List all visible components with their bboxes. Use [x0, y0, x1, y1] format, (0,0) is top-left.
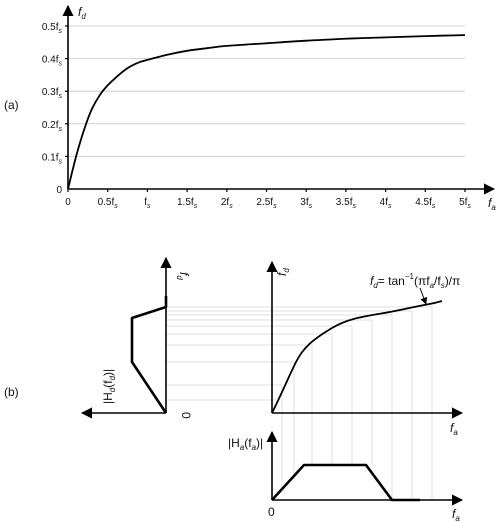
panel-a-tick-labels: 0 0.1fs 0.2fs 0.3fs 0.4fs 0.5fs 0 0.5fs fs 1.5fs 2…: [42, 22, 472, 210]
panel-a-y-tick-label: 0.2fs: [42, 120, 63, 133]
panel-a-x-tick-label: 4.5fs: [415, 197, 436, 210]
panel-b-formula-pointer: [419, 287, 428, 305]
panel-a-grid: [65, 25, 466, 192]
panel-a-x-tick-label: 2.5fs: [256, 197, 277, 210]
panel-b-left-response: [130, 296, 168, 414]
panel-a-x-tick-label: 3fs: [300, 197, 312, 210]
panel-b-left-axis-label: fd: [175, 272, 191, 280]
panel-b-curve-x-label: fa: [450, 421, 458, 437]
panel-a-x-tick-label: 4fs: [380, 197, 392, 210]
panel-a-y-tick-label: 0.1fs: [42, 152, 63, 165]
panel-b-bottom-response: [271, 463, 420, 502]
panel-a-x-tick-label: 3.5fs: [336, 197, 357, 210]
panel-b-left-y-label: |Hd(fd)|: [101, 369, 117, 404]
panel-a-x-tick-label: fs: [144, 197, 151, 210]
panel-a-y-tick-label: 0: [56, 185, 62, 196]
panel-a-y-tick-label: 0.4fs: [42, 55, 63, 68]
panel-b-label: (b): [4, 385, 19, 399]
panel-b-curve: [271, 300, 443, 414]
panel-a-x-tick-label: 0.5fs: [98, 197, 119, 210]
panel-b: (b) fd 0 |Hd(fd)|: [4, 256, 464, 523]
panel-b-projection-lines: [166, 306, 433, 500]
panel-a-y-tick-label: 0.5fs: [42, 22, 63, 35]
panel-b-left-zero: 0: [179, 412, 193, 419]
panel-b-curve-y-label: fd: [275, 268, 291, 276]
panel-a-x-tick-label: 0: [65, 197, 71, 208]
panel-a-curve: [67, 34, 466, 190]
panel-a-y-axis-label: fd: [78, 5, 86, 21]
panel-b-bottom-y-label: |Ha(fa)|: [228, 436, 263, 452]
panel-a-x-axis-label: fa: [488, 196, 496, 212]
panel-a-x-tick-label: 2fs: [221, 197, 233, 210]
panel-a-label: (a): [4, 98, 19, 112]
panel-a: 0 0.1fs 0.2fs 0.3fs 0.4fs 0.5fs 0 0.5fs fs 1.5fs 2…: [4, 4, 496, 212]
panel-b-bottom-zero: 0: [268, 505, 275, 519]
panel-b-bottom-x-label: fa: [452, 507, 460, 523]
panel-b-formula: fd= tan−1(πfa/fs)/π: [370, 272, 460, 290]
panel-a-x-tick-label: 5fs: [459, 197, 471, 210]
panel-a-y-tick-label: 0.3fs: [42, 87, 63, 100]
panel-a-x-tick-label: 1.5fs: [177, 197, 198, 210]
